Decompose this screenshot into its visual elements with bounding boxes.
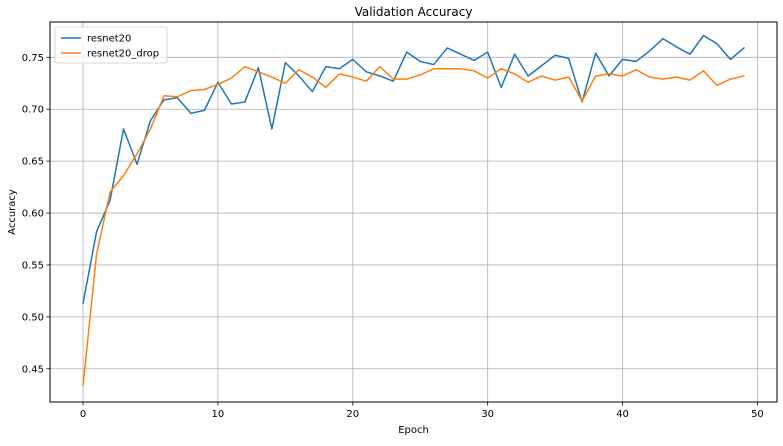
legend-label: resnet20_drop <box>87 49 159 60</box>
x-tick-label: 20 <box>346 409 359 420</box>
plot-frame <box>49 21 778 403</box>
legend: resnet20 resnet20_drop <box>54 26 168 64</box>
series-line-resnet20 <box>82 34 746 305</box>
y-tick-label: 0.45 <box>22 364 44 375</box>
x-tick-label: 30 <box>481 409 494 420</box>
legend-label: resnet20 <box>87 34 131 45</box>
y-tick-label: 0.70 <box>22 105 44 116</box>
y-tick-label: 0.60 <box>22 209 44 220</box>
series-line-resnet20-drop <box>82 65 745 387</box>
y-tick-label: 0.65 <box>22 157 44 168</box>
axis-ticks: 0 10 20 30 40 50 0.45 0.50 0.55 0.60 0.65 0.70 0.75 <box>22 53 764 420</box>
y-tick-label: 0.55 <box>22 260 44 271</box>
legend-box <box>54 26 168 64</box>
x-tick-label: 10 <box>212 409 225 420</box>
y-tick-label: 0.50 <box>22 312 44 323</box>
series-lines <box>82 34 746 387</box>
x-tick-label: 50 <box>751 409 764 420</box>
y-axis-label: Accuracy <box>7 189 18 235</box>
y-tick-label: 0.75 <box>22 53 44 64</box>
chart-title: Validation Accuracy <box>355 5 473 19</box>
x-tick-label: 40 <box>616 409 629 420</box>
x-axis-label: Epoch <box>398 425 429 436</box>
x-tick-label: 0 <box>80 409 86 420</box>
